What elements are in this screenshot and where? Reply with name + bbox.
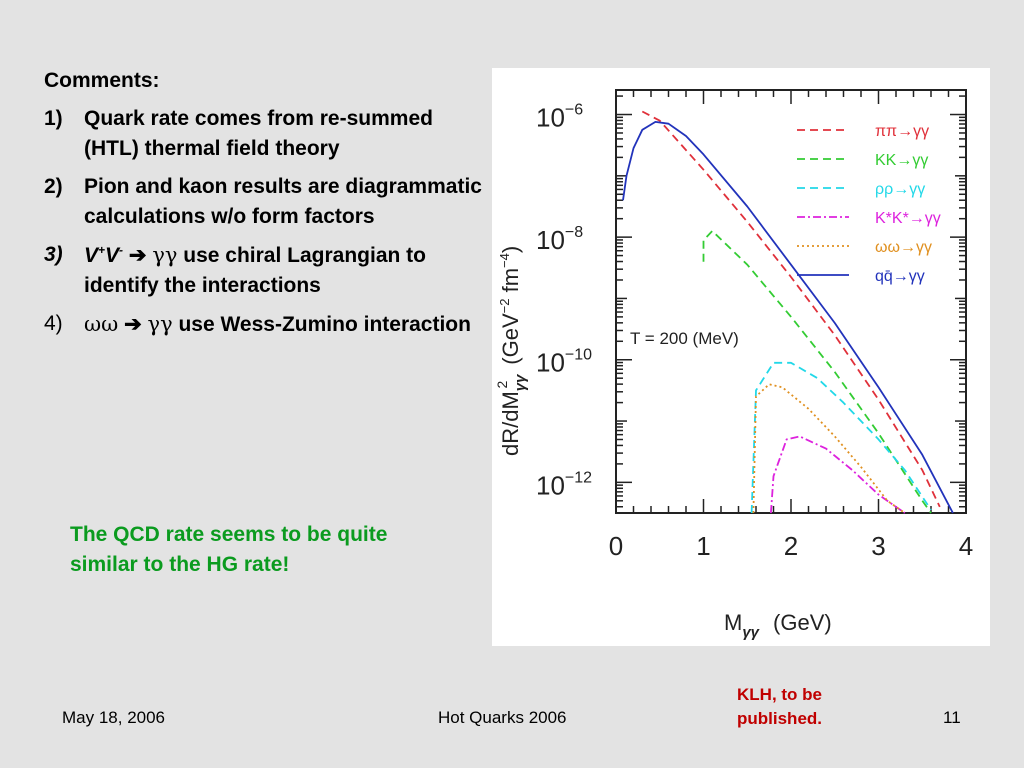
x-tick-label: 1 xyxy=(696,531,710,561)
omega-omega: ωω xyxy=(84,312,119,336)
legend-label: ωω→γγ xyxy=(875,239,932,256)
y-axis-unit: (GeV xyxy=(498,313,523,365)
y-tick-label: 10−8 xyxy=(536,224,583,255)
comment-number: 3) xyxy=(44,243,63,266)
legend-label: K*K*→γγ xyxy=(875,210,941,227)
gamma-gamma: γγ xyxy=(147,312,173,336)
legend-label: qq̄→γγ xyxy=(875,268,925,285)
y-axis-symbol: dR/dM xyxy=(498,391,523,456)
charge-superscript: - xyxy=(119,243,124,257)
vector-meson-symbol: V xyxy=(84,244,99,267)
comment-number: 2) xyxy=(44,175,63,198)
x-axis-label: Mγγ (GeV) xyxy=(724,610,832,641)
footer-date: May 18, 2006 xyxy=(62,708,166,727)
comment-text: use Wess-Zumino interaction xyxy=(172,313,471,336)
y-axis-superscript: 2 xyxy=(494,381,510,389)
y-axis-unit-close: ) xyxy=(498,246,523,253)
y-tick-exponent: −6 xyxy=(565,102,583,119)
citation-note: KLH, to be published. xyxy=(737,685,822,728)
y-tick-exponent: −8 xyxy=(565,224,583,241)
x-tick-label: 0 xyxy=(609,531,623,561)
conclusion-note: The QCD rate seems to be quite similar t… xyxy=(70,523,388,576)
y-tick-exponent: −10 xyxy=(565,347,592,364)
comment-item-2: 2) Pion and kaon results are diagrammati… xyxy=(44,172,484,232)
comments-heading: Comments: xyxy=(44,69,160,92)
y-axis-unit-exponent: −2 xyxy=(497,299,512,314)
comment-number: 4) xyxy=(44,312,63,335)
footer-conference: Hot Quarks 2006 xyxy=(438,708,567,727)
y-axis-unit-fm: fm xyxy=(498,268,523,299)
y-tick-label: 10−10 xyxy=(536,347,592,378)
legend-label: ππ→γγ xyxy=(875,123,929,140)
curve-series-5 xyxy=(752,383,906,514)
x-tick-label: 4 xyxy=(959,531,973,561)
curves xyxy=(622,110,954,514)
comment-text: use chiral Lagrangian to identify the in… xyxy=(84,244,426,297)
comment-text: Quark rate comes from re-summed (HTL) th… xyxy=(84,107,433,160)
y-tick-exponent: −12 xyxy=(565,469,592,486)
comment-text: Pion and kaon results are diagrammatic c… xyxy=(84,175,482,228)
x-axis-unit: (GeV) xyxy=(773,610,832,635)
comments-block: Comments: 1) Quark rate comes from re-su… xyxy=(44,66,484,348)
curve-series-2 xyxy=(702,230,932,514)
y-tick-label: 10−6 xyxy=(536,102,583,133)
curve-series-1 xyxy=(641,110,941,508)
page-number: 11 xyxy=(943,708,961,727)
comment-item-3: 3) V+V- ➔ γγ use chiral Lagrangian to id… xyxy=(44,240,484,301)
comment-item-4: 4) ωω ➔ γγ use Wess-Zumino interaction xyxy=(44,309,484,340)
x-tick-label: 2 xyxy=(784,531,798,561)
y-axis-label: dR/dMγγ2 (GeV−2 fm−4) xyxy=(494,246,529,456)
arrow-icon: ➔ xyxy=(118,313,148,336)
y-tick-base: 10 xyxy=(536,225,565,255)
curve-series-4 xyxy=(770,435,906,514)
x-tick-label: 3 xyxy=(871,531,885,561)
legend-label: KK→γγ xyxy=(875,152,928,169)
x-axis-symbol: M xyxy=(724,610,742,635)
comment-item-1: 1) Quark rate comes from re-summed (HTL)… xyxy=(44,104,484,164)
y-tick-base: 10 xyxy=(536,103,565,133)
temperature-annotation: T = 200 (MeV) xyxy=(630,329,739,348)
y-axis-unit-exponent: −4 xyxy=(497,253,512,268)
legend-label: ρρ→γγ xyxy=(875,181,925,198)
y-axis-subscript: γγ xyxy=(512,373,529,391)
y-tick-base: 10 xyxy=(536,470,565,500)
axis-ticks xyxy=(615,90,967,513)
legend: ππ→γγ KK→γγ ρρ→γγ K*K*→γγ ωω→γγ qq̄→γγ xyxy=(797,123,941,285)
arrow-icon: ➔ xyxy=(123,244,153,267)
x-axis-subscript: γγ xyxy=(742,624,760,641)
vector-meson-symbol: V xyxy=(105,244,120,267)
charge-superscript: + xyxy=(98,243,106,257)
comment-number: 1) xyxy=(44,107,63,130)
curve-series-6 xyxy=(622,121,954,514)
vector-meson-pair: V+V- xyxy=(84,244,123,267)
y-tick-label: 10−12 xyxy=(536,469,592,500)
y-tick-base: 10 xyxy=(536,348,565,378)
curve-series-3 xyxy=(750,361,932,514)
gamma-gamma: γγ xyxy=(152,243,178,267)
x-tick-labels: 0 1 2 3 4 xyxy=(609,531,973,561)
